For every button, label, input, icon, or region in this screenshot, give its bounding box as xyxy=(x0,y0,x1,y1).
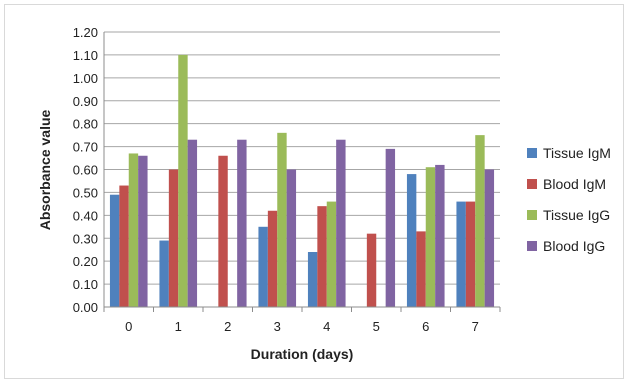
bar-tissue-igm-day-1 xyxy=(159,240,169,307)
legend-label: Tissue IgM xyxy=(543,145,611,161)
bar-tissue-igg-day-4 xyxy=(326,201,337,307)
y-tick-label: 0.80 xyxy=(73,117,98,132)
bar-tissue-igm-day-6 xyxy=(406,174,417,307)
y-tick-label: 1.20 xyxy=(73,25,98,40)
bar-blood-igg-day-2 xyxy=(237,139,247,307)
bar-blood-igg-day-1 xyxy=(187,139,198,307)
bar-blood-igm-day-6 xyxy=(416,231,426,307)
legend-swatch xyxy=(527,179,537,189)
bar-blood-igm-day-0 xyxy=(119,185,129,307)
bar-blood-igm-day-1 xyxy=(168,169,179,307)
y-tick-labels: 0.00 0.10 0.20 0.30 0.40 0.50 0.60 0.70 0.80 0.90… xyxy=(73,25,98,315)
x-tick-label: 6 xyxy=(422,319,429,334)
bar-tissue-igg-day-3 xyxy=(277,132,287,307)
bar-tissue-igg-day-0 xyxy=(128,153,139,307)
bar-tissue-igm-day-7 xyxy=(456,201,466,307)
y-tick-label: 0.50 xyxy=(73,185,98,200)
legend-label: Tissue IgG xyxy=(543,207,610,223)
x-tick-labels: 0 1 2 3 4 5 6 7 xyxy=(125,319,479,334)
bar-tissue-igm-day-0 xyxy=(109,194,120,307)
bar-tissue-igm-day-4 xyxy=(307,252,318,307)
chart-frame xyxy=(4,4,624,379)
bar-blood-igm-day-5 xyxy=(366,233,377,307)
bar-tissue-igm-day-3 xyxy=(258,226,268,307)
legend: Tissue IgM Blood IgM Tissue IgG Blood IgG xyxy=(527,145,611,254)
legend-label: Blood IgM xyxy=(543,176,606,192)
bar-blood-igm-day-3 xyxy=(267,210,278,307)
y-tick-label: 0.90 xyxy=(73,94,98,109)
bar-blood-igm-day-7 xyxy=(465,201,476,307)
bar-blood-igg-day-6 xyxy=(435,164,445,307)
bar-blood-igg-day-5 xyxy=(385,148,396,307)
bar-tissue-igg-day-1 xyxy=(178,54,188,307)
legend-label: Blood IgG xyxy=(543,238,605,254)
y-tick-label: 0.60 xyxy=(73,163,98,178)
bars xyxy=(109,54,495,307)
y-tick-label: 0.00 xyxy=(73,300,98,315)
bar-blood-igg-day-0 xyxy=(138,155,148,307)
y-tick-label: 1.00 xyxy=(73,71,98,86)
axes xyxy=(103,32,501,312)
x-tick-label: 2 xyxy=(224,319,231,334)
y-tick-label: 0.40 xyxy=(73,208,98,223)
bar-blood-igm-day-4 xyxy=(317,206,327,307)
x-tick-label: 3 xyxy=(274,319,281,334)
bar-blood-igg-day-4 xyxy=(336,139,346,307)
legend-swatch xyxy=(527,241,537,251)
x-tick-label: 1 xyxy=(175,319,182,334)
x-tick-label: 4 xyxy=(323,319,330,334)
bar-tissue-igg-day-6 xyxy=(425,167,436,307)
bar-blood-igg-day-7 xyxy=(484,169,495,307)
bar-blood-igm-day-2 xyxy=(218,155,228,307)
bar-blood-igg-day-3 xyxy=(286,169,297,307)
y-tick-label: 0.70 xyxy=(73,140,98,155)
legend-swatch xyxy=(527,148,537,158)
y-tick-label: 1.10 xyxy=(73,48,98,63)
x-axis-title: Duration (days) xyxy=(251,346,354,362)
bar-tissue-igg-day-7 xyxy=(475,135,485,307)
legend-swatch xyxy=(527,210,537,220)
x-tick-label: 7 xyxy=(472,319,479,334)
y-tick-label: 0.20 xyxy=(73,254,98,269)
y-tick-label: 0.10 xyxy=(73,277,98,292)
y-tick-label: 0.30 xyxy=(73,231,98,246)
x-tick-label: 0 xyxy=(125,319,132,334)
y-axis-title: Absorbance value xyxy=(37,109,53,230)
x-tick-label: 5 xyxy=(373,319,380,334)
